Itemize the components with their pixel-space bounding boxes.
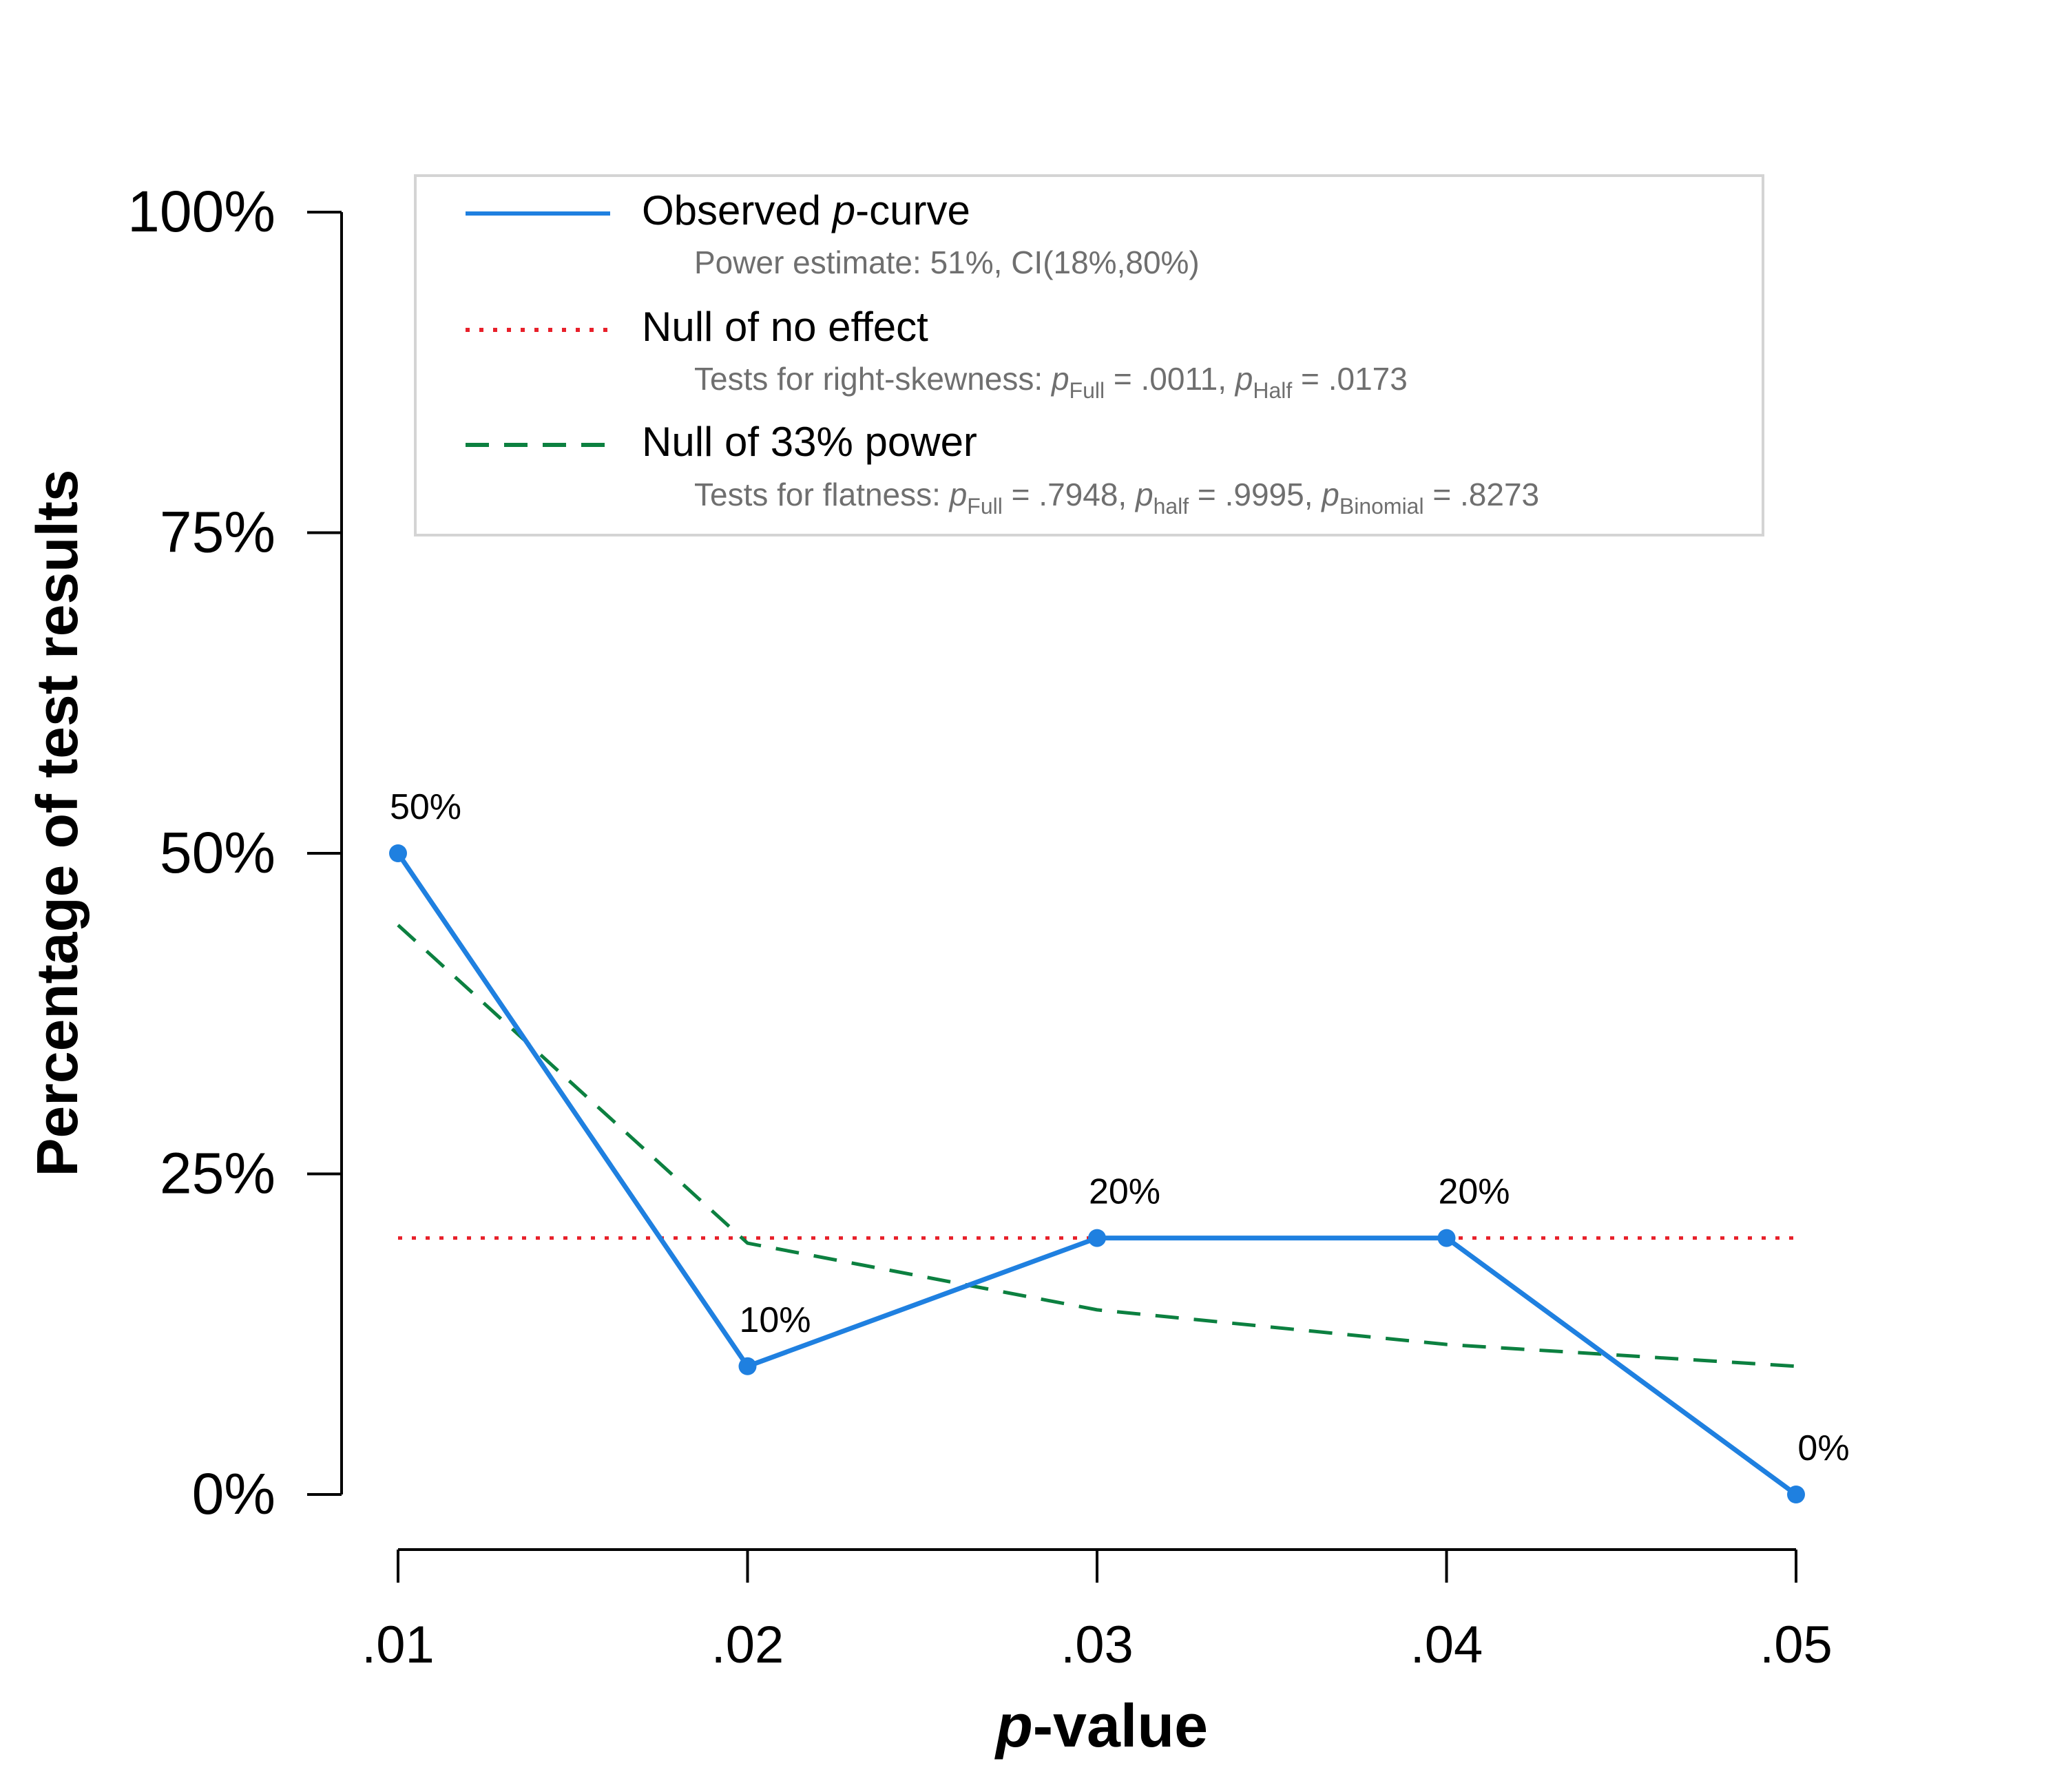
x-axis-title-italic: p — [994, 1691, 1033, 1760]
observed-point — [1437, 1229, 1456, 1247]
y-tick-label: 100% — [127, 179, 275, 244]
legend-title-null-33-power: Null of 33% power — [642, 419, 977, 465]
observed-data-label: 50% — [390, 787, 461, 827]
x-tick-label: .04 — [1410, 1616, 1483, 1674]
observed-data-label: 10% — [739, 1300, 811, 1340]
x-tick-label: .03 — [1061, 1616, 1134, 1674]
x-axis-title-rest: -value — [1033, 1691, 1208, 1760]
series-line-null-of-33-power — [397, 924, 1797, 1368]
legend-title-observed: Observed p-curve — [642, 187, 970, 233]
legend-box — [414, 174, 1764, 536]
y-tick-label: 50% — [160, 820, 275, 885]
legend-subtitle-null-no-effect: Tests for right-skewness: pFull = .0011,… — [694, 361, 1408, 403]
x-tick-label: .05 — [1760, 1616, 1833, 1674]
observed-point — [389, 844, 407, 862]
observed-point — [1088, 1229, 1106, 1247]
legend: Observed p-curve Power estimate: 51%, CI… — [414, 174, 1764, 536]
x-axis: .01 .02 .03 .04 .05 — [362, 1548, 1833, 1674]
series-layer: 50% 10% 20% 20% 0% — [389, 787, 1850, 1503]
legend-subtitle-observed: Power estimate: 51%, CI(18%,80%) — [694, 244, 1200, 280]
y-axis: 0% 25% 50% 75% 100% — [127, 179, 343, 1526]
x-tick-label: .02 — [711, 1616, 784, 1674]
y-axis-title: Percentage of test results — [25, 469, 90, 1176]
observed-data-label: 20% — [1089, 1172, 1160, 1212]
legend-title-null-no-effect: Null of no effect — [642, 304, 928, 350]
observed-point — [738, 1357, 757, 1375]
y-tick-label: 25% — [160, 1141, 275, 1206]
x-axis-title: p-value — [994, 1691, 1208, 1760]
y-tick-label: 75% — [160, 500, 275, 565]
observed-data-label: 0% — [1797, 1428, 1849, 1468]
x-tick-label: .01 — [362, 1616, 435, 1674]
observed-point — [1787, 1486, 1805, 1503]
legend-subtitle-null-33-power: Tests for flatness: pFull = .7948, phalf… — [694, 477, 1539, 519]
observed-data-label: 20% — [1438, 1172, 1510, 1212]
y-tick-label: 0% — [192, 1461, 275, 1526]
